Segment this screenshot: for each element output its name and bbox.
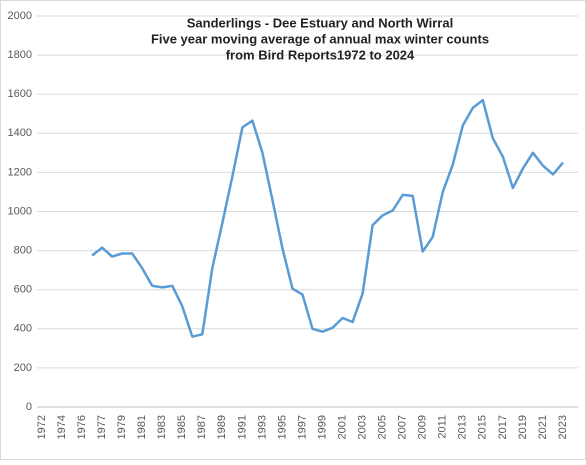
- y-tick-label: 600: [14, 284, 32, 296]
- chart-title: from Bird Reports1972 to 2024: [226, 47, 415, 62]
- x-tick-label: 2009: [417, 415, 429, 439]
- y-tick-label: 1600: [8, 88, 32, 100]
- x-tick-label: 2003: [357, 415, 369, 439]
- x-tick-label: 2001: [336, 415, 348, 439]
- x-tick-label: 1972: [36, 415, 48, 439]
- chart-title: Sanderlings - Dee Estuary and North Wirr…: [187, 15, 453, 30]
- chart-title: Five year moving average of annual max w…: [151, 31, 489, 46]
- x-tick-label: 1985: [176, 415, 188, 439]
- x-tick-label: 2011: [437, 415, 449, 439]
- x-tick-label: 1987: [196, 415, 208, 439]
- x-tick-label: 2017: [497, 415, 509, 439]
- y-tick-label: 1800: [8, 49, 32, 61]
- x-tick-label: 1976: [76, 415, 88, 439]
- x-tick-label: 2015: [477, 415, 489, 439]
- x-tick-label: 1999: [316, 415, 328, 439]
- x-tick-label: 1977: [96, 415, 108, 439]
- y-tick-label: 2000: [8, 10, 32, 22]
- y-tick-label: 0: [26, 401, 32, 413]
- x-tick-label: 1979: [116, 415, 128, 439]
- x-tick-label: 2013: [457, 415, 469, 439]
- x-tick-label: 2019: [517, 415, 529, 439]
- x-tick-label: 1981: [136, 415, 148, 439]
- y-tick-label: 400: [14, 323, 32, 335]
- x-tick-label: 1997: [296, 415, 308, 439]
- x-tick-label: 1989: [216, 415, 228, 439]
- x-tick-label: 1983: [156, 415, 168, 439]
- y-tick-label: 1200: [8, 166, 32, 178]
- x-tick-label: 2007: [397, 415, 409, 439]
- y-tick-label: 1400: [8, 127, 32, 139]
- x-tick-label: 1993: [256, 415, 268, 439]
- y-tick-label: 1000: [8, 205, 32, 217]
- y-tick-label: 200: [14, 362, 32, 374]
- data-line: [91, 98, 564, 338]
- y-tick-label: 800: [14, 245, 32, 257]
- x-tick-label: 2005: [377, 415, 389, 439]
- x-tick-label: 1991: [236, 415, 248, 439]
- x-tick-label: 1995: [276, 415, 288, 439]
- x-tick-label: 2023: [557, 415, 569, 439]
- x-tick-label: 2021: [537, 415, 549, 439]
- x-tick-label: 1974: [56, 415, 68, 439]
